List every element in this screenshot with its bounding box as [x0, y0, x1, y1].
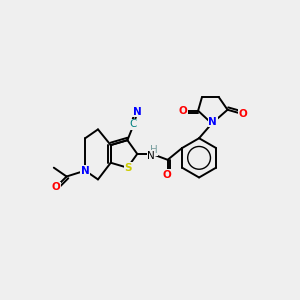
Text: N: N	[147, 151, 155, 161]
Text: O: O	[51, 182, 60, 192]
Text: N: N	[208, 116, 217, 127]
Text: N: N	[81, 166, 90, 176]
Text: O: O	[239, 109, 248, 119]
Text: O: O	[179, 106, 188, 116]
Text: N: N	[133, 107, 142, 117]
Text: S: S	[125, 163, 132, 173]
Text: H: H	[150, 145, 158, 155]
Text: O: O	[162, 169, 171, 179]
Text: C: C	[130, 119, 137, 130]
